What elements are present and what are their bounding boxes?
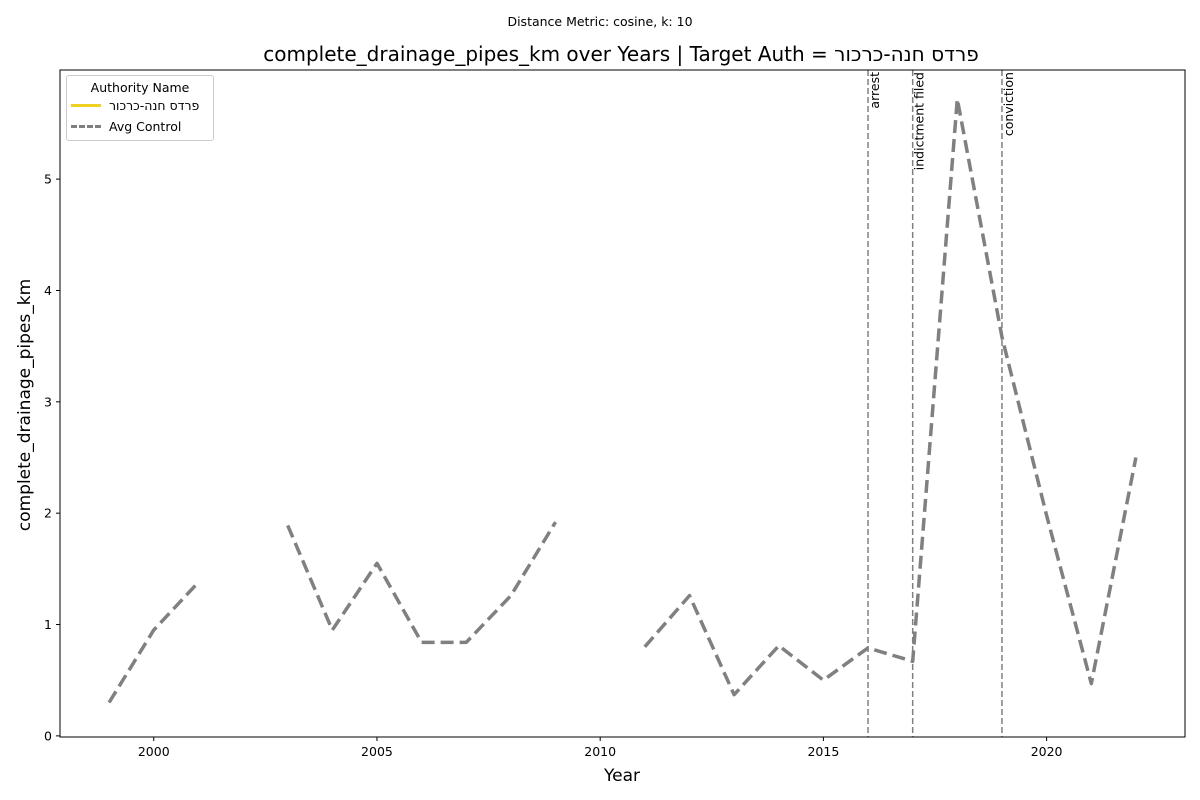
- y-tick-label-0: 0: [44, 728, 52, 743]
- x-tick-label-2010: 2010: [584, 744, 616, 759]
- legend-label-control: Avg Control: [109, 119, 182, 134]
- x-tick-label-2005: 2005: [361, 744, 393, 759]
- y-tick-label-1: 1: [44, 617, 52, 632]
- chart-title: complete_drainage_pipes_km over Years | …: [263, 42, 979, 66]
- y-tick-label-3: 3: [44, 394, 52, 409]
- event-label-2: conviction: [1001, 72, 1016, 136]
- event-label-1: indictment filed: [912, 72, 927, 170]
- x-axis-label: Year: [603, 766, 640, 786]
- series-1-segment-1: [286, 521, 557, 645]
- y-tick-label-2: 2: [44, 506, 52, 521]
- plot-frame: [59, 69, 1186, 738]
- legend-swatch-target: [71, 104, 101, 107]
- legend-entry-target: פרדס חנה-כרכור: [67, 95, 213, 116]
- figure-suptitle: Distance Metric: cosine, k: 10: [507, 14, 693, 29]
- legend-entry-control: Avg Control: [67, 116, 213, 137]
- legend-title: Authority Name: [90, 80, 190, 95]
- series-1-segment-2: [643, 97, 1138, 697]
- y-tick-label-5: 5: [44, 172, 52, 187]
- legend-swatch-control: [71, 125, 101, 128]
- event-label-0: arrest: [867, 72, 882, 109]
- x-tick-label-2020: 2020: [1031, 744, 1063, 759]
- y-axis-label: complete_drainage_pipes_km: [15, 279, 35, 531]
- legend-label-target: פרדס חנה-כרכור: [109, 98, 200, 113]
- legend: Authority Name פרדס חנה-כרכור Avg Contro…: [66, 75, 214, 141]
- series-1-segment-0: [107, 581, 200, 704]
- x-tick-label-2015: 2015: [807, 744, 839, 759]
- x-tick-label-2000: 2000: [138, 744, 170, 759]
- y-tick-label-4: 4: [44, 283, 52, 298]
